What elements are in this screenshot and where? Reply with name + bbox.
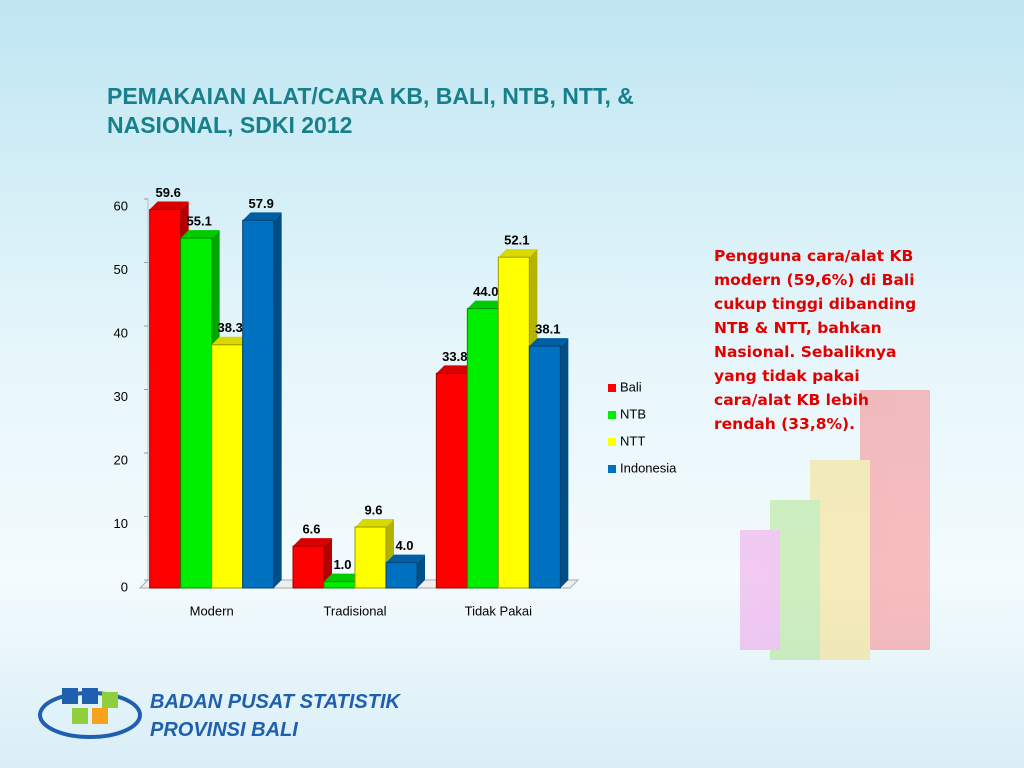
data-label: 44.0 bbox=[473, 284, 498, 299]
data-label: 59.6 bbox=[156, 185, 181, 200]
bar-top bbox=[293, 538, 332, 547]
bar bbox=[292, 545, 325, 589]
data-label: 38.3 bbox=[218, 320, 243, 335]
y-tick-label: 50 bbox=[114, 262, 128, 277]
data-label: 6.6 bbox=[302, 522, 320, 537]
y-tick-label: 0 bbox=[121, 579, 128, 594]
bar-side bbox=[560, 338, 569, 588]
legend-label: Indonesia bbox=[620, 460, 677, 475]
bar-top bbox=[386, 554, 425, 563]
legend-label: Bali bbox=[620, 379, 642, 394]
legend-swatch bbox=[608, 465, 616, 473]
bar-side bbox=[324, 538, 332, 588]
bar-top bbox=[529, 338, 569, 347]
y-tick-label: 40 bbox=[114, 325, 128, 340]
y-tick-label: 10 bbox=[114, 516, 128, 531]
bar-top bbox=[149, 201, 189, 210]
data-label: 52.1 bbox=[504, 233, 529, 248]
bar bbox=[149, 209, 182, 589]
legend-label: NTB bbox=[620, 406, 646, 421]
bar bbox=[466, 308, 499, 589]
bar-side bbox=[273, 212, 282, 588]
data-label: 4.0 bbox=[395, 538, 413, 553]
x-tick-label: Tradisional bbox=[323, 603, 386, 618]
y-tick-label: 30 bbox=[114, 389, 128, 404]
bar-top bbox=[180, 230, 220, 239]
chart-title: PEMAKAIAN ALAT/CARA KB, BALI, NTB, NTT, … bbox=[107, 83, 634, 138]
y-tick-label: 60 bbox=[114, 198, 128, 213]
data-label: 33.8 bbox=[442, 349, 467, 364]
bar bbox=[211, 344, 244, 589]
bar-top bbox=[467, 300, 507, 309]
footer-line: PROVINSI BALI bbox=[150, 719, 298, 741]
footer: BADAN PUSAT STATISTIK PROVINSI BALI bbox=[150, 688, 400, 744]
x-tick-label: Tidak Pakai bbox=[465, 603, 533, 618]
bar-top bbox=[324, 573, 363, 582]
bar-top bbox=[211, 336, 251, 345]
bar bbox=[385, 562, 418, 589]
bar-top bbox=[436, 365, 476, 374]
bar bbox=[180, 237, 213, 589]
bar bbox=[354, 526, 387, 589]
bar bbox=[323, 581, 356, 589]
data-label: 9.6 bbox=[364, 502, 382, 517]
logo bbox=[38, 688, 142, 739]
legend-swatch bbox=[608, 411, 616, 419]
legend-swatch bbox=[608, 384, 616, 392]
bar bbox=[497, 256, 530, 589]
y-tick-label: 20 bbox=[114, 452, 128, 467]
bar bbox=[242, 219, 275, 589]
bar-side bbox=[417, 554, 425, 588]
bar-top bbox=[355, 519, 394, 528]
background-decor bbox=[740, 390, 930, 660]
legend-label: NTT bbox=[620, 433, 645, 448]
data-label: 57.9 bbox=[249, 196, 274, 211]
legend-swatch bbox=[608, 438, 616, 446]
data-label: 38.1 bbox=[535, 322, 560, 337]
x-tick-label: Modern bbox=[190, 603, 234, 618]
bar bbox=[435, 372, 468, 589]
data-label: 55.1 bbox=[187, 214, 212, 229]
data-label: 1.0 bbox=[333, 557, 351, 572]
annotation: Pengguna cara/alat KB modern (59,6%) di … bbox=[714, 247, 917, 433]
bar bbox=[528, 345, 561, 589]
bar-top bbox=[242, 212, 282, 221]
bar-top bbox=[498, 249, 538, 258]
footer-line: BADAN PUSAT STATISTIK bbox=[150, 691, 400, 713]
